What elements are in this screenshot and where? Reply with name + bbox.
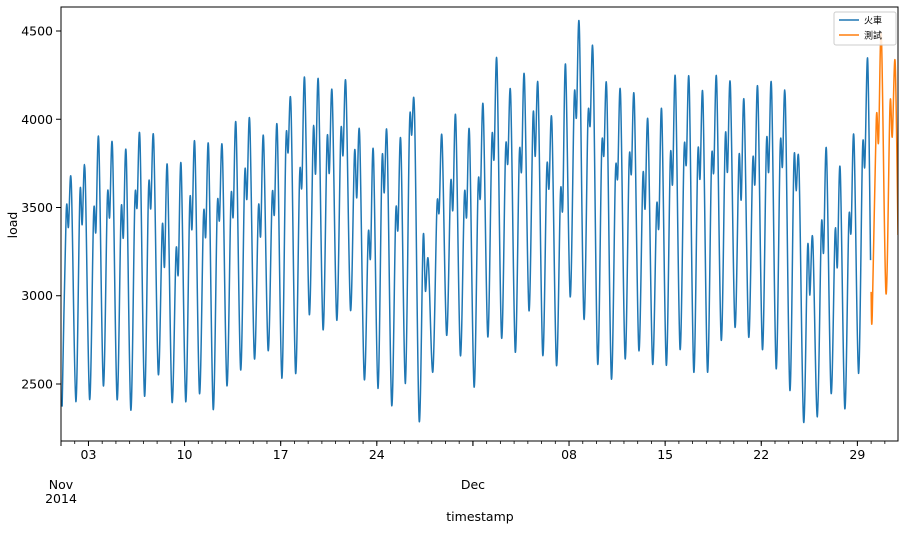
plot-frame (60, 6, 899, 442)
y-tick-label: 4000 (21, 112, 53, 127)
series-line-test (870, 32, 898, 325)
x-tick-label: 22 (753, 447, 769, 462)
x-year-label: 2014 (45, 491, 77, 506)
x-month-label: Dec (461, 477, 485, 492)
x-tick-label: 03 (81, 447, 97, 462)
legend-label-test: 測試 (864, 30, 882, 42)
x-tick-label: 29 (849, 447, 865, 462)
y-axis: 2500 3000 3500 4000 4500 (21, 24, 61, 391)
y-tick-label: 4500 (21, 24, 53, 39)
x-tick-label: 15 (657, 447, 673, 462)
x-month-label: Nov (49, 477, 74, 492)
y-tick-label: 3000 (21, 288, 53, 303)
x-tick-label: 08 (561, 447, 577, 462)
x-tick-label: 17 (273, 447, 289, 462)
x-axis-label: timestamp (446, 509, 513, 524)
series-layer (61, 19, 898, 423)
legend: 火車 測試 (833, 11, 897, 46)
y-axis-label: load (5, 212, 20, 239)
y-tick-label: 3500 (21, 200, 53, 215)
series-line-train (61, 19, 872, 423)
legend-label-train: 火車 (864, 15, 882, 27)
x-tick-label: 24 (369, 447, 385, 462)
x-tick-label: 10 (177, 447, 193, 462)
y-tick-label: 2500 (21, 376, 53, 391)
